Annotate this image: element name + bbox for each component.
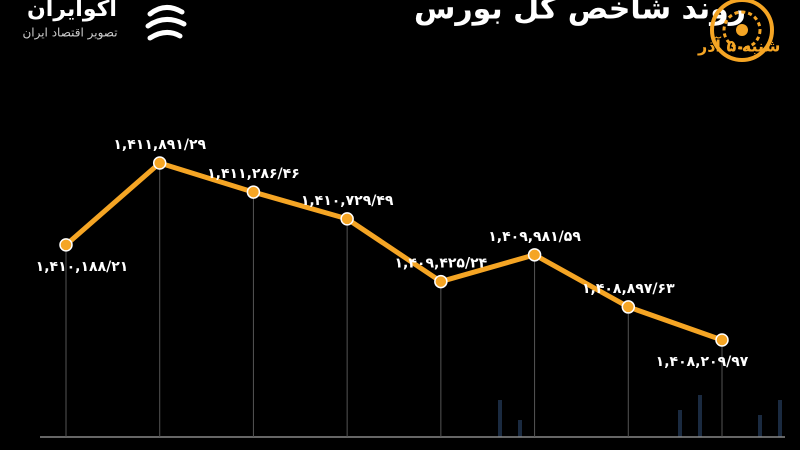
value-label: ۱,۴۱۱,۸۹۱/۲۹ bbox=[113, 137, 206, 153]
value-label: ۱,۴۱۰,۷۲۹/۴۹ bbox=[301, 193, 394, 209]
data-point bbox=[152, 156, 167, 170]
series-line bbox=[64, 160, 723, 343]
brand-icon bbox=[145, 5, 187, 41]
data-point bbox=[246, 185, 261, 199]
value-label: ۱,۴۱۰,۱۸۸/۲۱ bbox=[36, 259, 129, 275]
value-label: ۱,۴۰۹,۹۸۱/۵۹ bbox=[488, 229, 581, 245]
data-point bbox=[715, 333, 729, 347]
data-point bbox=[527, 248, 542, 262]
data-point bbox=[59, 238, 73, 252]
data-point bbox=[434, 274, 448, 289]
data-point bbox=[621, 300, 636, 314]
decorative-bars bbox=[498, 395, 782, 437]
value-label: ۱,۴۰۸,۲۰۹/۹۷ bbox=[656, 354, 749, 370]
brand-name: آکوایران bbox=[27, 0, 117, 22]
data-point bbox=[340, 212, 354, 226]
value-label: ۱,۴۱۱,۲۸۶/۴۶ bbox=[207, 166, 300, 182]
value-label: ۱,۴۰۹,۴۲۵/۲۴ bbox=[395, 256, 488, 272]
brand-tagline: تصویر اقتصاد ایران bbox=[22, 26, 117, 41]
value-label: ۱,۴۰۸,۸۹۷/۶۳ bbox=[582, 281, 675, 297]
logo-emblem bbox=[710, 0, 774, 62]
chart-title: روند شاخص کل بورس bbox=[414, 0, 746, 27]
